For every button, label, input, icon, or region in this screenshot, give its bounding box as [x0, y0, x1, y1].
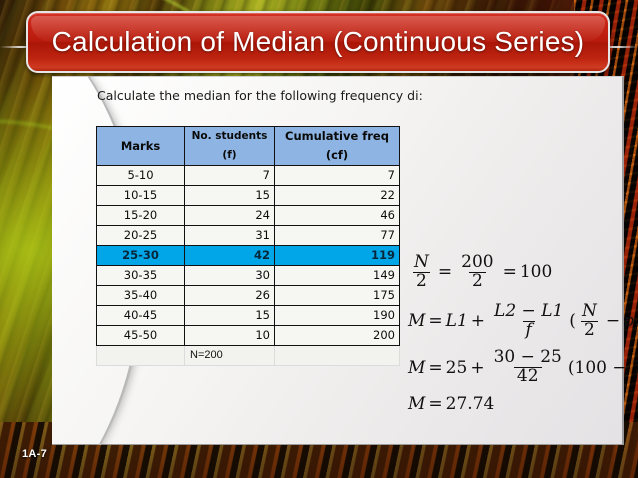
- cell-marks: 15-20: [96, 205, 185, 226]
- numerator-n: N: [581, 300, 597, 321]
- equals-sign-1: =: [437, 262, 453, 283]
- cell-cumulative: 119: [274, 245, 400, 266]
- table-row: 45-50 10 200: [96, 325, 400, 346]
- median-formula-block: N 2 = 200 2 = 100 M = L1 + L2 − L1 f: [408, 252, 638, 414]
- equation-half-n: N 2 = 200 2 = 100: [408, 252, 618, 291]
- fraction-n-over-2: N 2: [411, 252, 432, 291]
- cell-marks: 30-35: [96, 265, 185, 286]
- column-header-frequency: No. students (f): [184, 126, 275, 166]
- table-row: 15-20 24 46: [96, 205, 400, 226]
- equals-sign-2: =: [502, 262, 517, 283]
- slide-title-banner: Calculation of Median (Continuous Series…: [26, 11, 610, 73]
- cell-frequency: 42: [184, 245, 275, 266]
- lead-instruction-text: Calculate the median for the following f…: [97, 88, 423, 103]
- cell-total-blank-left: [96, 345, 185, 366]
- cell-marks: 40-45: [96, 305, 185, 326]
- cell-cumulative: 46: [274, 205, 400, 226]
- equals-sign: =: [428, 394, 443, 415]
- table-header: Marks No. students (f) Cumulative freq (…: [96, 126, 400, 166]
- equation-median-result: M = 27.74: [408, 394, 618, 414]
- cell-total-n: N=200: [184, 345, 275, 366]
- table-body: 5-10 7 7 10-15 15 22 15-20 24 46 20-25 3…: [96, 165, 400, 366]
- table-row: 30-35 30 149: [96, 265, 400, 286]
- fraction-200-over-2: 200 2: [458, 252, 496, 291]
- cell-frequency: 30: [184, 265, 275, 286]
- cell-cumulative: 7: [274, 165, 400, 186]
- cell-frequency: 24: [184, 205, 275, 226]
- denominator-2: 2: [413, 271, 430, 291]
- table-row: 20-25 31 77: [96, 225, 400, 246]
- cell-marks: 25-30: [96, 245, 185, 266]
- cell-cumulative: 22: [274, 185, 400, 206]
- symbol-m: M: [408, 394, 426, 415]
- equation-median-substituted: M = 25 + 30 − 25 42 (100 − 77): [408, 349, 638, 386]
- minus-sign: −: [605, 311, 621, 332]
- half-n-result: 100: [519, 262, 553, 283]
- cell-frequency: 15: [184, 185, 275, 206]
- table-total-row: N=200: [96, 345, 400, 366]
- symbol-m: M: [408, 357, 426, 378]
- symbol-m: M: [408, 311, 426, 332]
- value-l1: 25: [445, 357, 468, 378]
- denominator-f: f: [522, 320, 535, 340]
- table-row: 35-40 26 175: [96, 285, 400, 306]
- cell-cumulative: 190: [274, 305, 400, 326]
- fraction-class-width-over-f: L2 − L1 f: [491, 300, 566, 340]
- cell-frequency: 26: [184, 285, 275, 306]
- table-row: 10-15 15 22: [96, 185, 400, 206]
- fraction-5-over-42: 30 − 25 42: [491, 349, 565, 386]
- cell-frequency: 15: [184, 305, 275, 326]
- cell-marks: 10-15: [96, 185, 185, 206]
- denominator-2: 2: [580, 320, 598, 340]
- slide-number: 1A-7: [22, 448, 48, 460]
- cell-marks: 20-25: [96, 225, 185, 246]
- column-header-marks: Marks: [96, 126, 185, 166]
- cell-frequency: 10: [184, 325, 275, 346]
- fraction-n-over-2-inner: N 2: [579, 300, 600, 340]
- denominator-42: 42: [513, 367, 542, 386]
- frequency-distribution-table: Marks No. students (f) Cumulative freq (…: [96, 126, 400, 366]
- equals-sign: =: [428, 311, 443, 332]
- cell-cumulative: 175: [274, 285, 400, 306]
- cell-cumulative: 200: [274, 325, 400, 346]
- symbol-l1: L1: [445, 311, 468, 332]
- denominator-2: 2: [468, 271, 486, 291]
- content-area: Calculate the median for the following f…: [52, 76, 638, 445]
- equals-sign: =: [428, 357, 443, 378]
- plus-sign: +: [470, 357, 485, 378]
- cell-marks: 45-50: [96, 325, 185, 346]
- cell-total-blank-right: [274, 345, 400, 366]
- plus-sign: +: [470, 311, 486, 332]
- numerator-l2-minus-l1: L2 − L1: [494, 300, 564, 321]
- numerator-30-minus-25: 30 − 25: [493, 347, 562, 368]
- cell-cumulative: 77: [274, 225, 400, 246]
- table-row-highlighted: 25-30 42 119: [96, 245, 400, 266]
- table-header-row: Marks No. students (f) Cumulative freq (…: [96, 126, 400, 166]
- equation-median-general: M = L1 + L2 − L1 f ( N 2 − p.cf ): [408, 300, 638, 340]
- term-100-minus-77: (100 − 77): [567, 357, 638, 378]
- cell-cumulative: 149: [274, 265, 400, 286]
- numerator-200: 200: [461, 252, 494, 272]
- page-title: Calculation of Median (Continuous Series…: [51, 26, 585, 57]
- symbol-pcf: p.cf: [623, 311, 638, 332]
- table-row: 5-10 7 7: [96, 165, 400, 186]
- cell-frequency: 7: [184, 165, 275, 186]
- numerator-n: N: [414, 252, 429, 272]
- column-header-cumulative-frequency: Cumulative freq (cf): [274, 126, 400, 166]
- paren-open: (: [569, 311, 576, 332]
- median-value: 27.74: [445, 394, 495, 415]
- table-row: 40-45 15 190: [96, 305, 400, 326]
- cell-marks: 35-40: [96, 285, 185, 306]
- cell-frequency: 31: [184, 225, 275, 246]
- cell-marks: 5-10: [96, 165, 185, 186]
